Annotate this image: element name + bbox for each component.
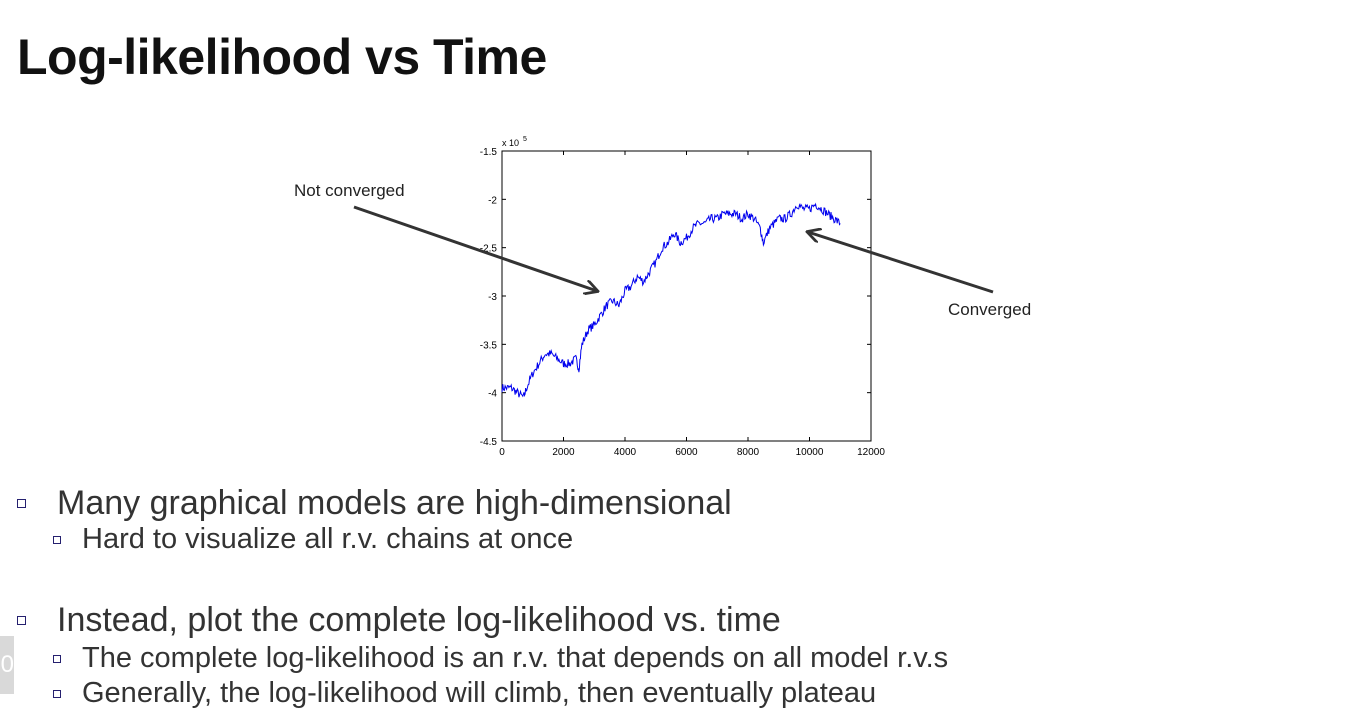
y-tick-label: -1.5 [480,147,498,158]
y-tick-label: -4 [488,389,497,400]
square-bullet-icon [17,616,26,625]
square-bullet-icon [53,535,61,544]
slide-title: Log-likelihood vs Time [17,29,547,85]
x-tick-label: 8000 [737,447,760,458]
y-tick-label: -2.5 [480,244,498,255]
sub-bullet-item: Hard to visualize all r.v. chains at onc… [53,523,573,556]
x-tick-label: 6000 [675,447,698,458]
square-bullet-icon [53,689,61,698]
bullet-text: Instead, plot the complete log-likelihoo… [57,601,781,639]
x-tick-label: 0 [499,447,505,458]
square-bullet-icon [53,654,61,663]
annotation-converged: Converged [948,300,1032,319]
bullet-text: Hard to visualize all r.v. chains at onc… [82,523,574,555]
y-exponent-power: 5 [523,136,527,143]
bullet-item: Instead, plot the complete log-likelihoo… [17,601,781,640]
arrow-not-converged [353,205,597,291]
sub-bullet-item: Generally, the log-likelihood will climb… [53,677,876,710]
x-tick-label: 10000 [796,447,824,458]
series-line [501,202,841,398]
log-likelihood-chart: 0 2000 4000 6000 8000 10000 12000 -1.5 -2 -2.5 -3 -… [353,136,994,458]
x-tick-label: 2000 [552,447,575,458]
sub-bullet-item: The complete log-likelihood is an r.v. t… [53,642,948,675]
x-tick-label: 12000 [857,447,885,458]
annotation-not-converged: Not converged [294,181,405,200]
square-bullet-icon [17,499,26,508]
y-tick-label: -4.5 [480,437,498,448]
plot-frame [501,150,872,442]
y-tick-label: -3 [488,292,497,303]
page-number-tab: 0 [0,636,14,694]
y-exponent-label: x 10 [502,138,519,148]
x-tick-label: 4000 [614,447,637,458]
arrow-converged [808,232,994,294]
bullet-text: The complete log-likelihood is an r.v. t… [82,642,949,674]
y-tick-label: -3.5 [480,340,498,351]
y-tick-label: -2 [488,195,497,206]
bullet-text: Many graphical models are high-dimension… [57,484,732,522]
bullet-text: Generally, the log-likelihood will climb… [82,677,877,709]
bullet-item: Many graphical models are high-dimension… [17,484,732,523]
